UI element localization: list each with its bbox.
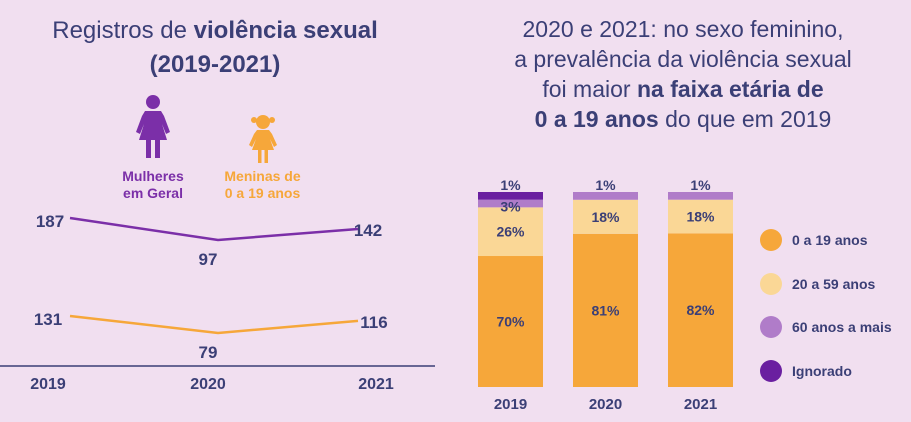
bar-segment [478,207,543,257]
bar-segment [668,192,733,200]
bar-segment [573,199,638,234]
bar-segment [478,192,543,200]
left-title-bold: violência sexual [193,17,378,44]
legend-swatch [760,316,782,338]
label-women-line2: em Geral [123,185,183,201]
legend-swatch [760,229,782,251]
line-value-label: 116 [360,313,387,332]
bar-value-label: 18% [686,209,715,225]
bar-value-label: 3% [500,199,521,215]
bar-category-label: 2021 [684,396,717,413]
bar-segment [668,233,733,387]
line-value-label: 131 [34,310,62,329]
bar-value-label: 82% [686,302,715,318]
bar-value-label: 18% [591,209,620,225]
bar-value-label: 1% [500,177,521,193]
bar-value-label: 26% [496,224,525,240]
legend-item: 20 a 59 anos [760,270,910,298]
line-value-label: 187 [36,212,64,231]
bar-value-label: 1% [690,177,711,193]
right-chart-title: 2020 e 2021: no sexo feminino, a prevalê… [455,14,911,134]
legend-item: 60 anos a mais [760,313,910,341]
legend-label: 20 a 59 anos [792,276,876,292]
bar-segment [573,233,638,387]
label-girls-line2: 0 a 19 anos [224,185,301,201]
left-title-years: (2019-2021) [149,51,281,78]
left-chart-title: Registros de violência sexual (2019-2021… [0,14,430,82]
right-title-line3-plain: foi maior [542,76,637,102]
legend-label: 60 anos a mais [792,319,892,335]
legend-label: 0 a 19 anos [792,232,868,248]
right-title-line4-bold: 0 a 19 anos [534,106,659,132]
bar-value-label: 1% [595,177,616,193]
right-title-line4-plain: do que em 2019 [658,106,832,132]
right-title-line3-bold: na faixa etária de [636,76,824,102]
label-girls-line1: Meninas de [224,168,301,184]
legend-item: Ignorado [760,357,910,385]
bar-category-label: 2020 [589,396,622,413]
x-tick-label: 2019 [30,376,66,393]
bar-segment [573,192,638,200]
legend-item: 0 a 19 anos [760,226,910,254]
label-women: Mulheres em Geral [98,168,208,202]
legend-label: Ignorado [792,363,852,379]
right-title-line2: a prevalência da violência sexual [514,46,852,72]
bar-value-label: 81% [591,302,620,318]
line-chart: 187 97 142 131 79 116 2019 2020 2021 [0,212,435,393]
left-title-plain: Registros de [52,17,194,44]
line-series-1 [69,216,359,242]
x-tick-label: 2021 [358,376,394,393]
bar-category-label: 2019 [494,396,527,413]
stacked-bar-chart: 70% 26% 3% 1% 2019 81% 18% 1% 2020 82% 18% 1% 2021 [478,177,733,413]
girl-figure-icon [249,115,277,163]
label-women-line1: Mulheres [122,168,184,184]
legend-swatch [760,360,782,382]
bar-segment [478,256,543,387]
label-girls: Meninas de 0 a 19 anos [205,168,320,202]
bar-segment [478,199,543,208]
bar-value-label: 70% [496,314,525,330]
legend-swatch [760,273,782,295]
line-value-label: 79 [199,343,218,362]
woman-figure-icon [136,95,170,158]
x-tick-label: 2020 [190,376,226,393]
right-title-line1: 2020 e 2021: no sexo feminino, [522,16,844,42]
line-value-label: 97 [199,250,218,269]
line-series-2 [69,314,359,335]
line-value-label: 142 [354,221,382,240]
bar-segment [668,199,733,234]
